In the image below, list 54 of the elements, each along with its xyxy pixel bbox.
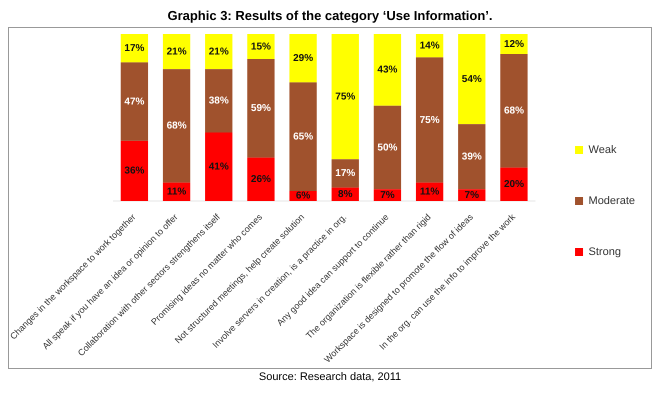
data-label: 75% [420,114,440,126]
bar [162,69,190,183]
data-label: 29% [293,52,314,64]
bar [289,34,317,82]
data-label: 8% [338,189,353,200]
bar [120,62,148,141]
data-label: 6% [296,190,310,202]
data-label: 68% [166,120,187,132]
bar [120,34,148,62]
data-label: 68% [504,106,524,117]
bar [374,34,402,106]
bar [332,34,359,160]
bar [205,69,232,133]
data-label: 15% [250,41,272,52]
bar [458,124,486,190]
data-label: 41% [208,162,229,173]
data-label: 65% [293,131,314,142]
data-label: 11% [420,186,440,198]
data-label: 54% [462,74,482,85]
bar [289,82,317,191]
source-note: Source: Research data, 2011 [258,371,402,383]
data-label: 50% [377,142,398,154]
bar [247,158,275,201]
data-label: 47% [124,96,145,108]
bar [374,106,402,190]
bar [416,57,444,183]
data-label: 36% [124,166,145,177]
bar [458,34,486,124]
bar [205,34,232,70]
bar [205,132,232,201]
bar [247,59,275,158]
bar [120,140,148,201]
bar [162,34,190,70]
data-label: 38% [208,96,229,107]
data-label: 26% [250,174,272,186]
data-label: 7% [464,190,480,201]
data-label: 59% [250,103,272,114]
data-label: 17% [124,42,145,54]
data-label: 43% [377,64,398,76]
data-label: 14% [420,40,440,52]
data-label: 11% [166,186,186,198]
legend-label: Weak [588,144,617,156]
data-label: 12% [504,38,524,50]
data-label: 75% [335,91,356,102]
data-label: 21% [166,46,187,58]
data-label: 17% [335,168,356,180]
legend-label: Strong [588,246,621,258]
data-label: 20% [504,179,524,190]
data-label: 39% [462,151,482,162]
legend-label: Moderate [588,195,636,208]
data-label: 7% [380,190,395,201]
chart-title: Graphic 3: Results of the category ‘Use Information’. [166,8,494,23]
data-label: 21% [208,46,229,58]
bar [500,54,528,168]
